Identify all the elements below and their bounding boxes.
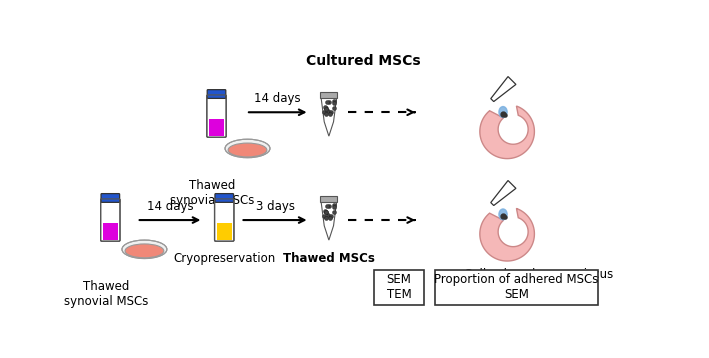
Polygon shape	[480, 208, 535, 261]
Polygon shape	[321, 202, 337, 240]
Text: Cells placed on meniscus
for 0 or 10 min: Cells placed on meniscus for 0 or 10 min	[464, 268, 613, 296]
Bar	[435, 270, 598, 305]
FancyBboxPatch shape	[101, 194, 120, 202]
Text: 14 days: 14 days	[147, 200, 194, 213]
Ellipse shape	[499, 209, 507, 220]
Ellipse shape	[125, 244, 164, 258]
Text: 3 days: 3 days	[255, 200, 294, 213]
Text: Thawed
synovial MSCs: Thawed synovial MSCs	[65, 280, 149, 308]
FancyBboxPatch shape	[101, 199, 120, 241]
FancyBboxPatch shape	[207, 90, 225, 98]
Text: Proportion of adhered MSCs
SEM: Proportion of adhered MSCs SEM	[434, 274, 598, 301]
Text: Thawed
synovial MSCs: Thawed synovial MSCs	[170, 179, 255, 207]
Bar	[209, 119, 224, 136]
FancyBboxPatch shape	[215, 194, 233, 202]
Bar	[217, 223, 232, 240]
Polygon shape	[491, 180, 516, 205]
Text: Thawed MSCs: Thawed MSCs	[283, 252, 375, 265]
Polygon shape	[321, 98, 337, 136]
FancyBboxPatch shape	[207, 95, 226, 137]
Text: Cryopreservation: Cryopreservation	[173, 252, 275, 265]
FancyBboxPatch shape	[215, 199, 234, 241]
Text: SEM
TEM: SEM TEM	[386, 274, 411, 301]
Polygon shape	[320, 92, 337, 98]
Polygon shape	[491, 77, 516, 102]
Text: Cultured MSCs: Cultured MSCs	[306, 54, 420, 68]
Text: 14 days: 14 days	[255, 92, 301, 105]
Bar	[374, 270, 424, 305]
Polygon shape	[320, 196, 337, 202]
Bar	[103, 223, 118, 240]
Ellipse shape	[122, 240, 167, 258]
Polygon shape	[480, 106, 535, 159]
Ellipse shape	[228, 143, 267, 157]
Ellipse shape	[225, 139, 270, 158]
Ellipse shape	[499, 107, 507, 117]
